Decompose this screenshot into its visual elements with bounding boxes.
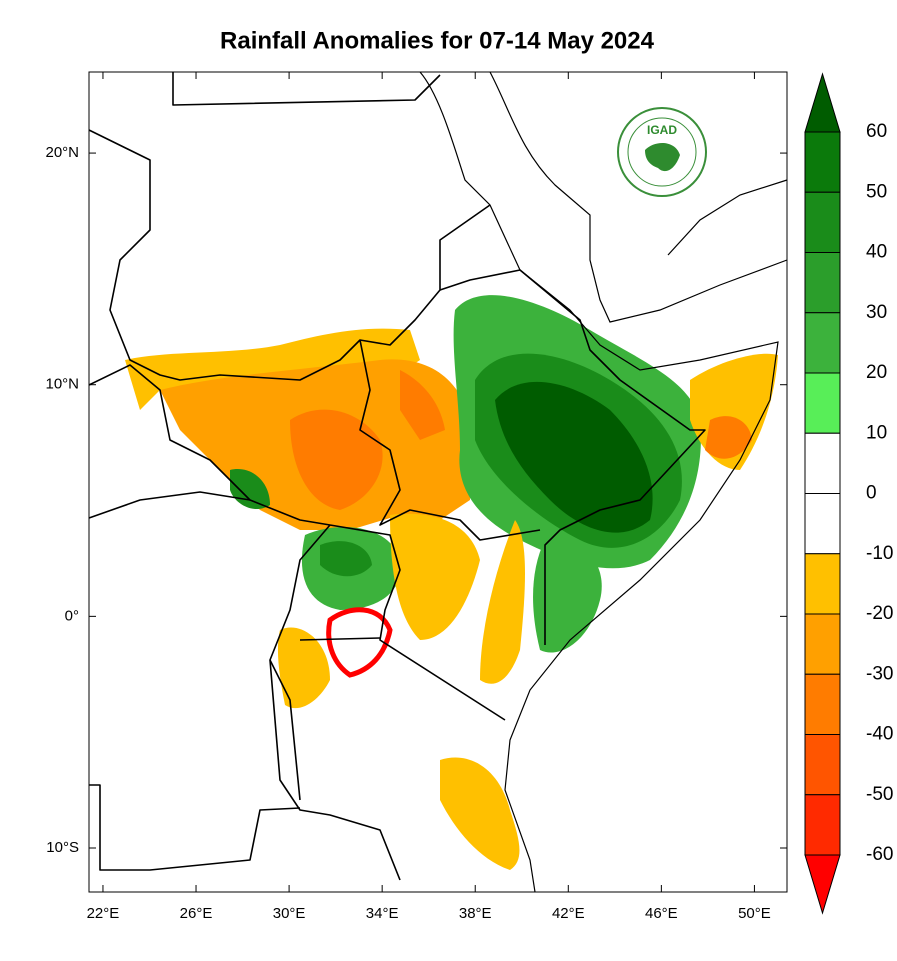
x-tick-label: 26°E	[180, 905, 213, 922]
y-tick-label: 20°N	[45, 144, 79, 161]
colorbar-label: -10	[866, 543, 893, 564]
chart-title: Rainfall Anomalies for 07-14 May 2024	[220, 27, 655, 54]
colorbar-label: 10	[866, 422, 887, 443]
x-tick-label: 38°E	[459, 905, 492, 922]
colorbar-bin	[804, 191, 841, 253]
colorbar-bin	[804, 673, 841, 735]
colorbar-bin	[804, 493, 841, 555]
colorbar-bin	[804, 312, 841, 374]
colorbar-bin	[804, 794, 841, 856]
colorbar-bin	[804, 372, 841, 434]
colorbar-label: -30	[866, 663, 893, 684]
colorbar-label: 0	[866, 483, 877, 504]
x-tick-label: 50°E	[738, 905, 771, 922]
colorbar-label: 20	[866, 362, 887, 383]
colorbar: 60 50 40 30 20 10 0 -10 -20 -30 -40 -50 -60	[804, 72, 893, 915]
colorbar-bin	[804, 252, 841, 314]
colorbar-label: 40	[866, 242, 887, 263]
colorbar-label: -20	[866, 603, 893, 624]
colorbar-bin	[804, 131, 841, 193]
y-tick-label: 10°N	[45, 376, 79, 393]
colorbar-extension-top	[804, 72, 841, 133]
x-tick-label: 22°E	[87, 905, 120, 922]
colorbar-label: 60	[866, 121, 887, 142]
logo-text: IGAD	[647, 123, 677, 137]
colorbar-label: -50	[866, 784, 893, 805]
colorbar-label: -40	[866, 724, 893, 745]
colorbar-bin	[804, 734, 841, 796]
y-tick-label: 10°S	[46, 839, 79, 856]
x-tick-label: 42°E	[552, 905, 585, 922]
colorbar-bin	[804, 613, 841, 675]
colorbar-bin	[804, 432, 841, 494]
colorbar-label: 30	[866, 302, 887, 323]
axes: 22°E 26°E 30°E 34°E 38°E 42°E 46°E 50°E 20°N 10°N…	[45, 72, 787, 922]
colorbar-label: 50	[866, 181, 887, 202]
logo-inner-ring	[627, 117, 697, 187]
colorbar-extension-bottom	[804, 854, 841, 915]
colorbar-bin	[804, 553, 841, 615]
map-area: IGAD	[88, 71, 788, 893]
colorbar-label: -60	[866, 844, 893, 865]
y-tick-label: 0°	[65, 607, 79, 624]
x-tick-label: 46°E	[645, 905, 678, 922]
logo: IGAD	[617, 107, 707, 197]
logo-map	[645, 143, 680, 172]
x-tick-label: 34°E	[366, 905, 399, 922]
country-borders	[88, 72, 706, 881]
x-tick-label: 30°E	[273, 905, 306, 922]
